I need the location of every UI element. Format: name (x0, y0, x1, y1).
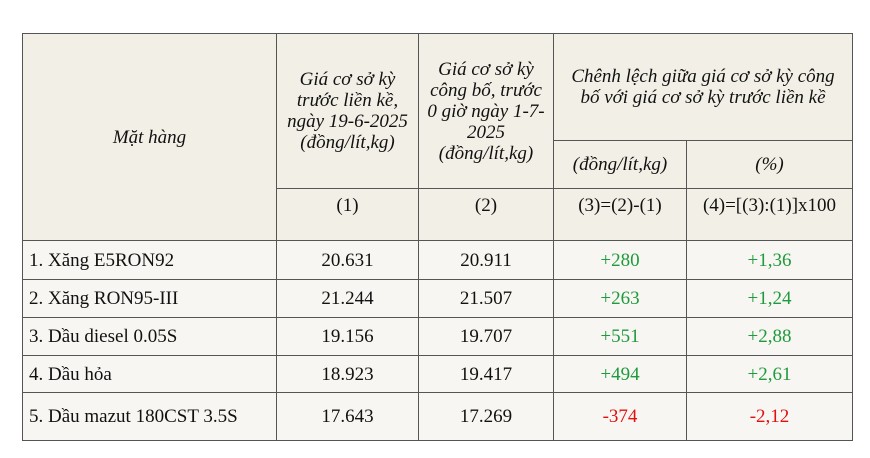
item-name: 2. Xăng RON95-III (22, 279, 277, 318)
table-row: 2. Xăng RON95-III 21.244 21.507 +263 +1,24 (22, 279, 853, 318)
value-cell: +1,36 (686, 240, 853, 280)
value-cell: 19.417 (418, 355, 554, 393)
header-new-price: Giá cơ sở kỳ công bố, trước 0 giờ ngày 1… (418, 33, 554, 189)
index-row: (1) (2) (3)=(2)-(1) (4)=[(3):(1)]x100 (23, 188, 853, 241)
value-cell: 18.923 (276, 355, 419, 393)
table-row: 3. Dầu diesel 0.05S 19.156 19.707 +551 +2,88 (22, 317, 853, 356)
value-cell: 17.643 (276, 392, 419, 441)
header-diff-abs: (đồng/lít,kg) (553, 140, 687, 189)
value-cell: 20.631 (276, 240, 419, 280)
value-cell: +280 (553, 240, 687, 280)
value-cell: +263 (553, 279, 687, 318)
value-cell: 19.707 (418, 317, 554, 356)
header-item: Mặt hàng (22, 33, 277, 241)
price-table: Mặt hàng Giá cơ sở kỳ trước liền kề, ngà… (22, 33, 853, 441)
value-cell: +2,61 (686, 355, 853, 393)
value-cell: 17.269 (418, 392, 554, 441)
index-cell: (1) (276, 188, 419, 241)
value-cell: +551 (553, 317, 687, 356)
value-cell: 21.244 (276, 279, 419, 318)
item-name: 5. Dầu mazut 180CST 3.5S (22, 392, 277, 441)
item-name: 1. Xăng E5RON92 (22, 240, 277, 280)
header-diff-pct: (%) (686, 140, 853, 189)
index-cell: (3)=(2)-(1) (553, 188, 687, 241)
item-name: 4. Dầu hỏa (22, 355, 277, 393)
index-cell: (2) (418, 188, 554, 241)
header-prev-price: Giá cơ sở kỳ trước liền kề, ngày 19-6-20… (276, 33, 419, 189)
value-cell: +2,88 (686, 317, 853, 356)
value-cell: 20.911 (418, 240, 554, 280)
value-cell: +494 (553, 355, 687, 393)
value-cell: 21.507 (418, 279, 554, 318)
value-cell: 19.156 (276, 317, 419, 356)
index-cell: (4)=[(3):(1)]x100 (686, 188, 853, 241)
item-name: 3. Dầu diesel 0.05S (22, 317, 277, 356)
header-difference: Chênh lệch giữa giá cơ sở kỳ công bố với… (553, 33, 853, 141)
value-cell: -374 (553, 392, 687, 441)
value-cell: -2,12 (686, 392, 853, 441)
table-row: 1. Xăng E5RON92 20.631 20.911 +280 +1,36 (22, 240, 853, 280)
table-row: 5. Dầu mazut 180CST 3.5S 17.643 17.269 -374… (22, 392, 853, 441)
value-cell: +1,24 (686, 279, 853, 318)
table-row: 4. Dầu hỏa 18.923 19.417 +494 +2,61 (22, 355, 853, 393)
